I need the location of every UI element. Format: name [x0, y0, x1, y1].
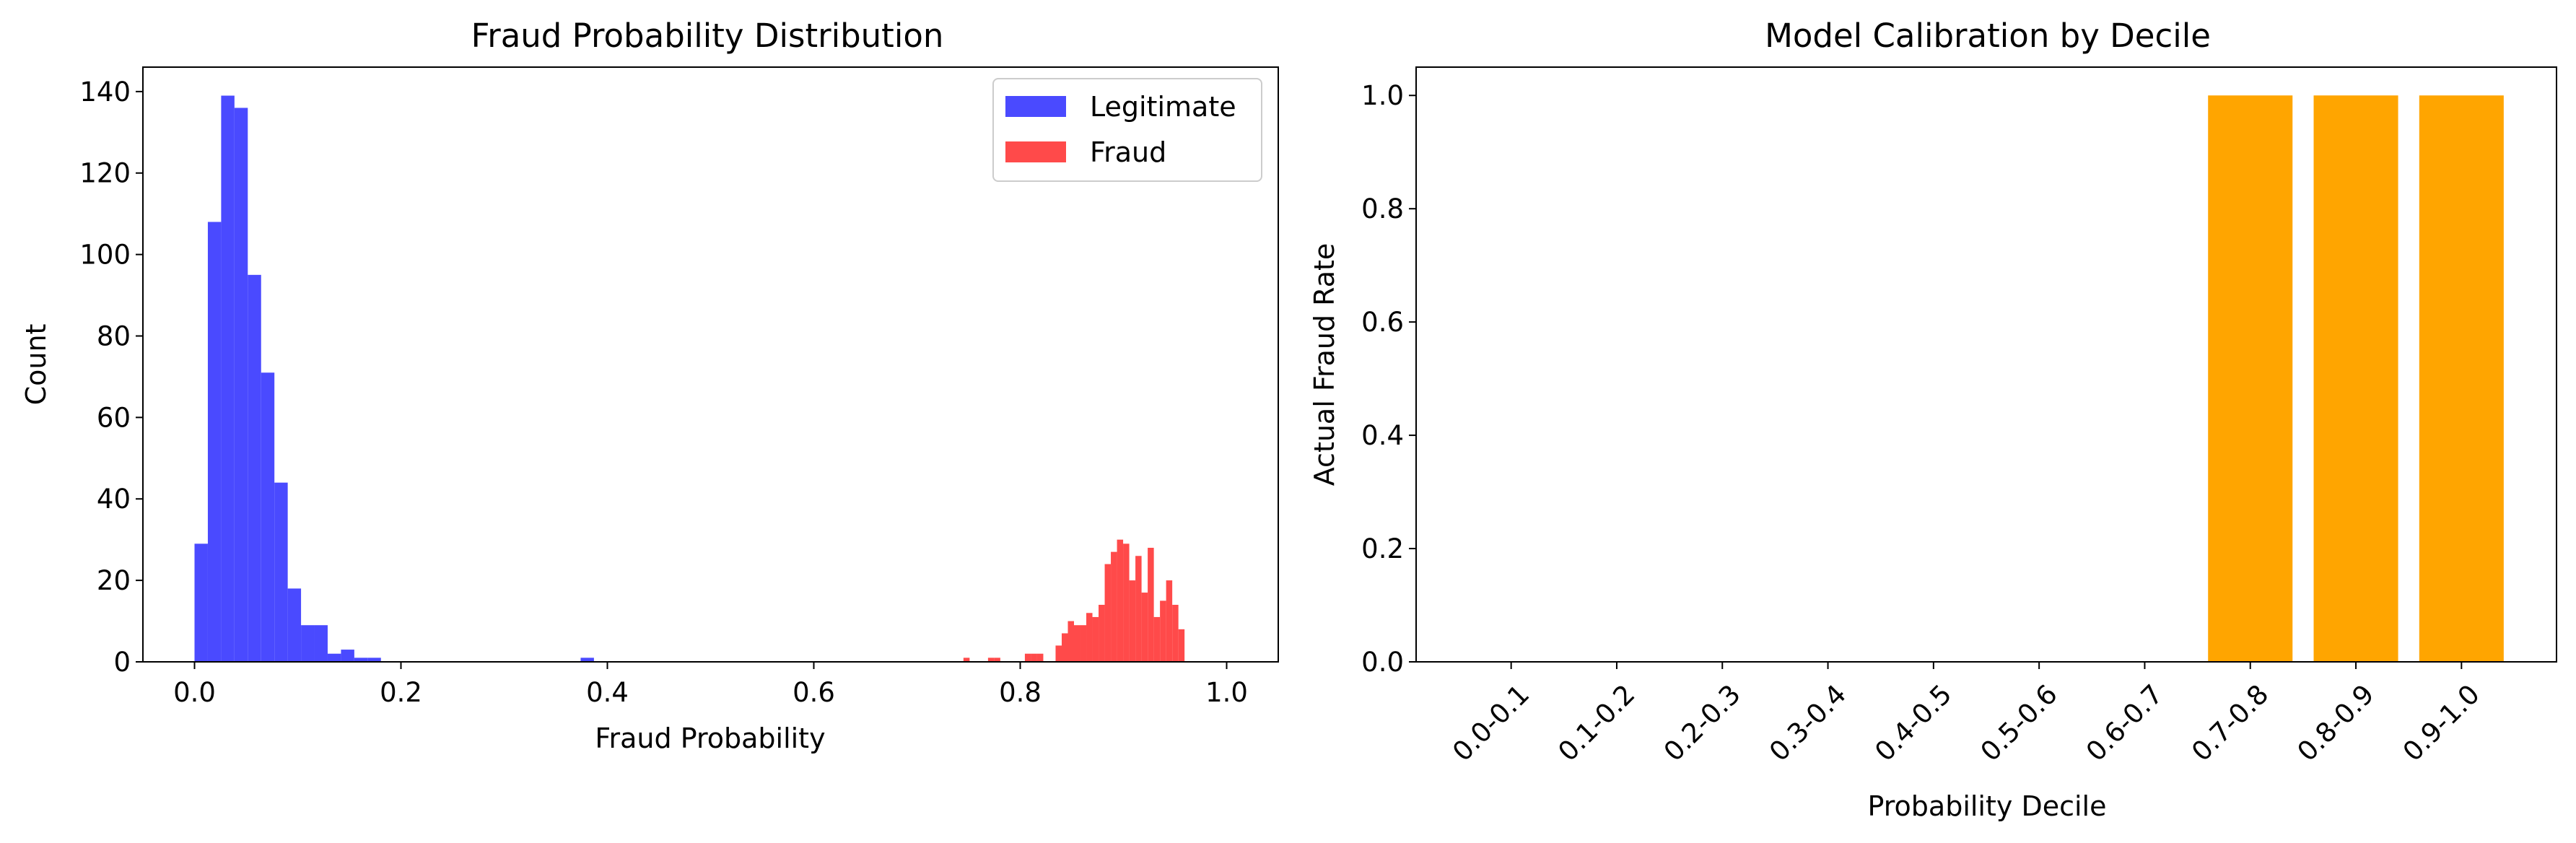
- histogram-bar-fraud: [1024, 653, 1031, 662]
- histogram-bar-fraud: [1172, 604, 1179, 662]
- histogram-x-tick-label: 1.0: [1205, 677, 1248, 708]
- histogram-bar-legitimate: [354, 658, 368, 662]
- histogram-x-tick-label: 0.0: [173, 677, 216, 708]
- histogram-bar-fraud: [1160, 600, 1166, 662]
- calibration-bar-0.7-0.8: [2208, 95, 2293, 663]
- histogram-y-tick-label: 20: [97, 565, 131, 596]
- calibration-x-axis-label: Probability Decile: [1868, 790, 2107, 822]
- histogram-bar-fraud: [1117, 539, 1124, 662]
- calibration-y-tick-label: 0.8: [1361, 193, 1404, 224]
- calibration-title: Model Calibration by Decile: [1765, 17, 2211, 55]
- histogram-legend: Legitimate Fraud: [992, 78, 1262, 182]
- calibration-axes-frame: [1415, 66, 2557, 663]
- histogram-bar-fraud: [1067, 621, 1074, 662]
- histogram-bar-fraud: [1153, 616, 1161, 662]
- histogram-bar-legitimate: [287, 588, 302, 662]
- histogram-bar-legitimate: [314, 625, 328, 662]
- histogram-panel: Fraud Probability Distribution 0 20 40 60 80…: [20, 17, 1279, 754]
- histogram-x-axis-label: Fraud Probability: [595, 722, 825, 754]
- histogram-y-tick-label: 80: [97, 320, 131, 351]
- histogram-bar-fraud: [1055, 645, 1062, 662]
- histogram-bar-fraud: [994, 658, 1000, 662]
- histogram-bar-legitimate: [367, 658, 381, 662]
- histogram-y-ticks: 0 20 40 60 80 100 120 140: [79, 77, 143, 678]
- histogram-bars: [194, 95, 1185, 663]
- histogram-bar-fraud: [1061, 633, 1068, 662]
- legend-label-legitimate: Legitimate: [1090, 91, 1236, 123]
- histogram-bar-legitimate: [274, 482, 288, 662]
- histogram-bar-legitimate: [248, 274, 261, 663]
- histogram-bar-fraud: [963, 658, 970, 662]
- calibration-y-axis-label: Actual Fraud Rate: [1309, 243, 1340, 486]
- histogram-bar-fraud: [987, 658, 995, 662]
- histogram-x-ticks: 0.0 0.2 0.4 0.6 0.8 1.0: [173, 662, 1248, 708]
- histogram-y-tick-label: 40: [97, 484, 131, 515]
- histogram-bar-fraud: [1123, 543, 1130, 662]
- histogram-bar-legitimate: [194, 543, 208, 662]
- histogram-bar-fraud: [1031, 653, 1037, 662]
- histogram-bar-fraud: [1080, 625, 1087, 662]
- histogram-bar-fraud: [1141, 593, 1148, 662]
- calibration-y-tick-label: 0.0: [1361, 647, 1404, 678]
- histogram-bar-fraud: [1036, 653, 1044, 662]
- histogram-bar-fraud: [1104, 564, 1112, 662]
- histogram-bar-fraud: [1178, 629, 1185, 662]
- histogram-bar-fraud: [1086, 613, 1093, 662]
- histogram-bar-fraud: [1129, 580, 1136, 662]
- histogram-x-tick-label: 0.2: [380, 677, 422, 708]
- calibration-bar-0.8-0.9: [2313, 95, 2398, 663]
- histogram-bar-fraud: [1092, 616, 1099, 662]
- histogram-bar-legitimate: [341, 650, 354, 662]
- legend-label-fraud: Fraud: [1090, 136, 1166, 168]
- histogram-x-tick-label: 0.8: [999, 677, 1042, 708]
- histogram-bar-legitimate: [327, 653, 341, 662]
- legend-swatch-legitimate: [1005, 96, 1066, 117]
- histogram-bar-legitimate: [301, 625, 315, 662]
- histogram-bar-fraud: [1074, 625, 1080, 662]
- legend-swatch-fraud: [1005, 141, 1066, 162]
- histogram-y-axis-label: Count: [20, 324, 52, 406]
- histogram-y-tick-label: 0: [113, 647, 131, 678]
- histogram-y-tick-label: 120: [79, 158, 131, 189]
- histogram-bar-fraud: [1111, 551, 1117, 662]
- histogram-bar-legitimate: [261, 372, 275, 662]
- calibration-y-ticks: 0.0 0.2 0.4 0.6 0.8 1.0: [1361, 80, 1416, 678]
- histogram-y-tick-label: 60: [97, 402, 131, 433]
- histogram-y-tick-label: 100: [79, 240, 131, 271]
- calibration-y-tick-label: 1.0: [1361, 80, 1404, 111]
- histogram-y-tick-label: 140: [79, 77, 131, 108]
- calibration-bar-0.9-1.0: [2419, 95, 2504, 663]
- calibration-y-tick-label: 0.4: [1361, 420, 1404, 451]
- histogram-bar-fraud: [1148, 547, 1154, 662]
- histogram-bar-fraud: [1166, 580, 1173, 662]
- histogram-bar-fraud: [1099, 604, 1105, 662]
- histogram-bar-legitimate: [207, 222, 222, 663]
- calibration-bars: [2208, 95, 2504, 663]
- histogram-x-tick-label: 0.6: [793, 677, 835, 708]
- calibration-y-tick-label: 0.6: [1361, 307, 1404, 338]
- histogram-bar-fraud: [1135, 556, 1142, 662]
- histogram-bar-legitimate: [580, 658, 594, 662]
- histogram-bar-legitimate: [221, 95, 235, 662]
- calibration-y-tick-label: 0.2: [1361, 533, 1404, 564]
- histogram-axes-frame: [142, 66, 1279, 663]
- histogram-title: Fraud Probability Distribution: [471, 17, 944, 55]
- histogram-bar-legitimate: [234, 108, 248, 662]
- histogram-x-tick-label: 0.4: [586, 677, 629, 708]
